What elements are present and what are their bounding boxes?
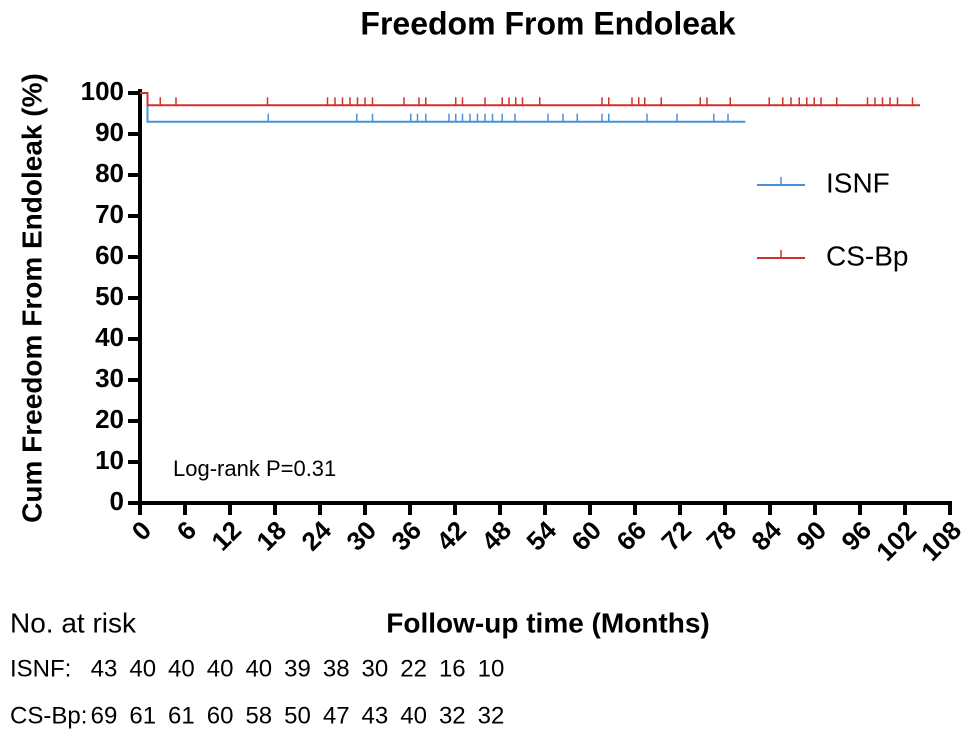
y-tick-label: 20	[95, 404, 124, 434]
x-axis-label: Follow-up time (Months)	[386, 607, 710, 638]
x-tick-label: 24	[295, 515, 337, 557]
x-tick-label: 36	[385, 515, 427, 557]
annotation: Log-rank P=0.31	[173, 456, 336, 481]
x-tick-label: 12	[205, 515, 247, 557]
x-tick-label: 72	[655, 515, 697, 557]
risk-count: 32	[478, 702, 505, 729]
x-tick-label: 96	[835, 515, 877, 557]
y-axis-label: Cum Freedom From Endoleak (%)	[16, 73, 47, 523]
risk-count: 10	[478, 655, 505, 682]
y-tick-label: 40	[95, 322, 124, 352]
risk-count: 38	[323, 655, 350, 682]
risk-count: 43	[362, 702, 389, 729]
risk-count: 47	[323, 702, 350, 729]
x-tick-label: 42	[430, 515, 472, 557]
risk-count: 43	[91, 655, 118, 682]
x-tick-label: 18	[250, 515, 292, 557]
x-tick-label: 84	[745, 515, 787, 557]
x-tick-label: 54	[520, 515, 562, 557]
x-tick-label: 6	[171, 515, 202, 546]
x-tick-label: 78	[700, 515, 742, 557]
y-tick-label: 60	[95, 240, 124, 270]
chart-title: Freedom From Endoleak	[360, 5, 735, 41]
risk-row-label: CS-Bp:	[10, 702, 87, 729]
y-tick-label: 80	[95, 158, 124, 188]
risk-table-title: No. at risk	[10, 607, 137, 638]
x-tick-label: 108	[915, 515, 967, 567]
x-tick-label: 48	[475, 515, 517, 557]
risk-count: 40	[207, 655, 234, 682]
x-tick-label: 60	[565, 515, 607, 557]
legend-label: CS-Bp	[826, 240, 908, 271]
y-tick-label: 30	[95, 363, 124, 393]
risk-count: 40	[400, 702, 427, 729]
y-tick-label: 50	[95, 281, 124, 311]
risk-count: 58	[245, 702, 272, 729]
risk-count: 16	[439, 655, 466, 682]
risk-count: 30	[362, 655, 389, 682]
x-tick-label: 90	[790, 515, 832, 557]
risk-count: 22	[400, 655, 427, 682]
survival-curve	[140, 92, 746, 123]
risk-row-label: ISNF:	[10, 655, 71, 682]
y-tick-label: 90	[95, 117, 124, 147]
risk-count: 61	[129, 702, 156, 729]
risk-count: 40	[129, 655, 156, 682]
y-tick-label: 70	[95, 199, 124, 229]
x-tick-label: 0	[126, 515, 157, 546]
y-tick-label: 10	[95, 445, 124, 475]
risk-count: 60	[207, 702, 234, 729]
risk-count: 69	[91, 702, 118, 729]
x-tick-label: 102	[870, 515, 922, 567]
risk-count: 32	[439, 702, 466, 729]
risk-count: 39	[284, 655, 311, 682]
survival-curve	[140, 92, 920, 107]
y-tick-label: 100	[81, 76, 124, 106]
risk-count: 40	[245, 655, 272, 682]
legend-label: ISNF	[826, 167, 890, 198]
risk-count: 61	[168, 702, 195, 729]
x-tick-label: 30	[340, 515, 382, 557]
x-tick-label: 66	[610, 515, 652, 557]
risk-count: 40	[168, 655, 195, 682]
risk-count: 50	[284, 702, 311, 729]
y-tick-label: 0	[110, 486, 124, 516]
